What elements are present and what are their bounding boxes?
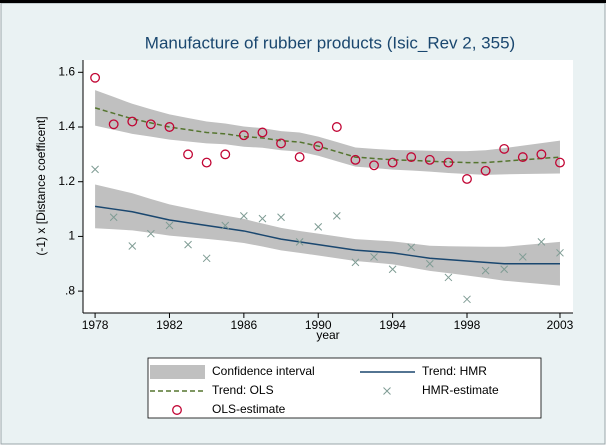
point — [108, 119, 119, 130]
point — [406, 152, 417, 163]
point — [537, 238, 546, 246]
point — [351, 258, 360, 267]
point — [164, 122, 175, 132]
point — [370, 253, 378, 261]
point — [499, 143, 510, 154]
point — [443, 157, 454, 168]
point — [425, 259, 434, 268]
point — [444, 273, 453, 282]
point — [201, 157, 212, 168]
x-tick-label: 1998 — [454, 318, 481, 332]
point — [480, 165, 491, 176]
point — [147, 229, 155, 238]
point — [332, 212, 341, 220]
point — [238, 130, 249, 141]
point — [127, 116, 138, 127]
point — [257, 127, 268, 138]
point — [517, 152, 528, 163]
x-axis-title: year — [316, 328, 339, 342]
legend-label: OLS-estimate — [212, 402, 286, 416]
point — [407, 243, 416, 252]
confidence-band — [95, 184, 560, 286]
x-tick-label: 1994 — [379, 318, 406, 332]
legend-key — [150, 365, 205, 379]
y-tick-label: 1.2 — [58, 174, 75, 188]
confidence-band — [95, 90, 560, 175]
point — [295, 238, 304, 246]
x-tick-label: 2003 — [547, 318, 574, 332]
point — [350, 154, 361, 165]
point — [424, 154, 435, 165]
point — [202, 254, 211, 263]
point — [240, 212, 248, 220]
legend-label: Confidence interval — [212, 364, 315, 378]
point — [294, 152, 305, 163]
point — [90, 72, 101, 83]
point — [556, 248, 564, 257]
point — [109, 213, 118, 222]
x-tick-label: 1978 — [82, 318, 109, 332]
point — [536, 149, 547, 160]
point — [500, 265, 509, 274]
y-tick-label: 1.4 — [58, 119, 75, 133]
point — [145, 119, 156, 130]
point — [91, 165, 99, 174]
point — [220, 149, 231, 160]
legend-key — [383, 387, 391, 395]
point — [369, 160, 379, 171]
x-tick-label: 1990 — [305, 318, 332, 332]
y-tick-label: 1.6 — [58, 64, 75, 78]
point — [555, 157, 565, 168]
trend-line — [94, 107, 561, 164]
legend-key — [172, 405, 182, 415]
point — [221, 221, 230, 230]
point — [165, 221, 174, 230]
legend-label: Trend: OLS — [212, 383, 274, 397]
point — [518, 253, 527, 261]
trend-line — [94, 205, 560, 265]
legend-label: HMR-estimate — [422, 383, 499, 397]
point — [388, 265, 397, 274]
point — [128, 242, 137, 250]
point — [258, 214, 267, 223]
point — [463, 295, 471, 304]
y-tick-label: 1 — [68, 229, 75, 243]
point — [481, 266, 490, 275]
point — [277, 213, 285, 222]
point — [387, 157, 398, 168]
x-tick-label: 1986 — [231, 318, 258, 332]
x-tick-label: 1982 — [156, 318, 183, 332]
y-axis-title: (-1) x [Distance coefficent] — [34, 116, 48, 255]
top-border — [0, 0, 606, 3]
point — [184, 240, 192, 249]
legend-box — [147, 357, 542, 419]
y-tick-label: .8 — [65, 283, 75, 297]
point — [183, 149, 194, 160]
legend-label: Trend: HMR — [422, 364, 487, 378]
point — [331, 122, 342, 132]
point — [313, 141, 324, 152]
point — [462, 174, 472, 184]
point — [314, 222, 323, 231]
point — [276, 138, 286, 149]
chart-title: Manufacture of rubber products (Isic_Rev… — [145, 33, 515, 52]
